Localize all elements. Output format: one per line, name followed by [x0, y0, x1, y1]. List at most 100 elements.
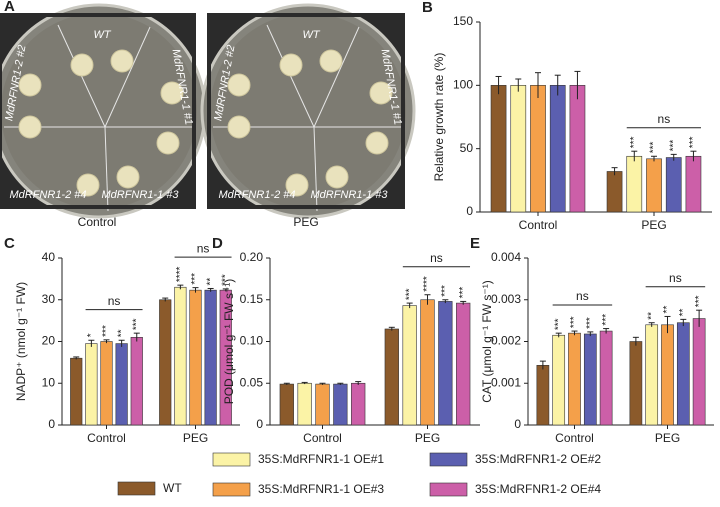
significance: *** [629, 136, 640, 148]
colony [325, 165, 349, 189]
significance: ** [646, 312, 657, 320]
plate-label: MdRFNR1-2 #4 [9, 189, 86, 201]
colony [76, 173, 100, 197]
bar [599, 330, 613, 426]
bar [85, 343, 98, 426]
bar [70, 357, 83, 426]
petri-inner [1, 13, 197, 209]
y-axis-label: CAT (μmol g⁻¹ FW s⁻¹) [480, 280, 494, 402]
bar [297, 382, 312, 426]
y-tick-label: 0.15 [240, 292, 264, 306]
y-tick-label: 10 [42, 375, 56, 389]
colony [285, 173, 309, 197]
bar [189, 289, 202, 426]
bar [100, 341, 113, 426]
colony [116, 165, 140, 189]
bracket-label: ns [430, 251, 443, 265]
y-tick-label: 0.003 [491, 292, 521, 306]
photo-frame [0, 13, 196, 209]
y-axis-label: POD (μmol g⁻¹ FW s⁻¹) [222, 279, 236, 405]
bar [115, 343, 128, 426]
photo-caption: PEG [293, 215, 318, 229]
plate-label: WT [302, 29, 320, 41]
bracket-label: ns [197, 241, 210, 255]
y-axis-label: NADP⁺ (nmol g⁻¹ FW) [14, 282, 28, 401]
colony [227, 73, 251, 97]
significance: ** [205, 278, 216, 286]
bar [204, 289, 217, 426]
significance: *** [440, 285, 451, 297]
divider [104, 126, 109, 212]
significance: *** [688, 136, 699, 148]
colony [369, 81, 393, 105]
x-tick-label: Control [555, 431, 594, 445]
colony [319, 49, 343, 73]
y-tick-label: 30 [42, 292, 56, 306]
y-tick-label: 40 [42, 250, 56, 264]
bar [661, 324, 674, 426]
bar [333, 383, 348, 426]
bar [629, 341, 643, 426]
colony [70, 53, 94, 77]
photo-caption: Control [78, 215, 117, 229]
legend-label: 35S:MdRFNR1-2 OE#4 [475, 482, 601, 496]
plate-label: MdRFNR1-2 #4 [218, 189, 295, 201]
bar [490, 85, 507, 213]
x-tick-label: Control [87, 431, 126, 445]
bar [402, 305, 417, 426]
y-tick-label: 100 [453, 78, 473, 92]
bar [159, 299, 172, 426]
significance: ** [662, 306, 673, 314]
bar [626, 155, 643, 213]
bracket-label: ns [669, 271, 682, 285]
legend-label: 35S:MdRFNR1-1 OE#3 [258, 482, 384, 496]
colony [279, 53, 303, 77]
legend-swatch [212, 482, 251, 497]
bar [438, 301, 453, 426]
bar [646, 158, 662, 213]
y-tick-label: 0.10 [240, 334, 264, 348]
colony [18, 73, 42, 97]
bar [351, 382, 366, 426]
significance: **** [175, 266, 186, 282]
bar [510, 85, 527, 213]
bar [676, 322, 690, 426]
y-tick-label: 0 [256, 417, 263, 431]
significance: *** [694, 295, 705, 307]
significance: *** [569, 316, 580, 328]
petri-inner [210, 13, 406, 209]
legend-label: 35S:MdRFNR1-1 OE#1 [258, 452, 384, 466]
panel-label: C [4, 235, 15, 252]
x-tick-label: PEG [183, 431, 208, 445]
panel-label: E [470, 235, 480, 252]
divider [313, 126, 318, 212]
y-tick-label: 20 [42, 334, 56, 348]
bar [456, 302, 471, 426]
bar [536, 364, 550, 426]
plate-label: MdRFNR1-1 #3 [101, 189, 179, 201]
x-tick-label: PEG [655, 431, 680, 445]
significance: *** [553, 318, 564, 330]
significance: *** [131, 318, 142, 330]
colony [227, 115, 251, 139]
panel-label: A [4, 0, 15, 15]
bar [606, 171, 623, 213]
bar [685, 155, 702, 213]
legend-label: 35S:MdRFNR1-2 OE#2 [475, 452, 601, 466]
significance: *** [101, 325, 112, 337]
significance: *** [585, 317, 596, 329]
legend-swatch [429, 482, 468, 497]
significance: *** [649, 141, 660, 153]
y-tick-label: 0.004 [491, 250, 521, 264]
bar [645, 324, 659, 426]
bar [568, 332, 581, 426]
bar [420, 299, 435, 426]
bar [384, 328, 399, 426]
bar [174, 286, 187, 426]
legend-swatch [117, 481, 156, 496]
colony [160, 81, 184, 105]
significance: *** [458, 287, 469, 299]
